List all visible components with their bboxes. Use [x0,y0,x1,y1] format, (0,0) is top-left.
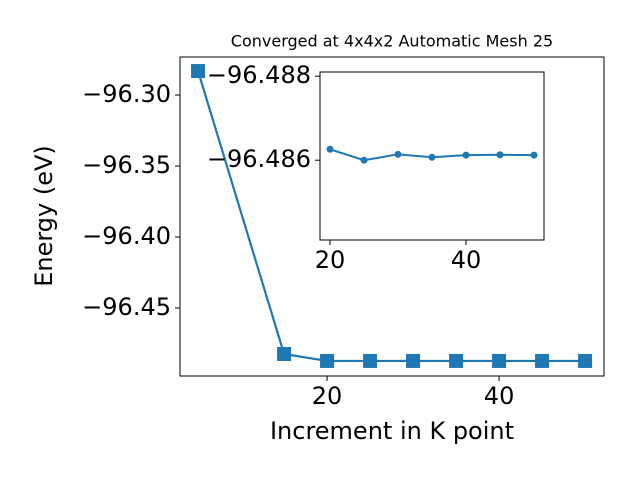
data-point [492,353,507,368]
y-tick-label: −96.45 [82,293,171,321]
y-tick-label: −96.35 [82,151,171,179]
data-point [320,353,335,368]
data-point [191,64,206,79]
data-point [360,156,368,164]
y-tick-label: −96.486 [207,145,311,173]
data-point [530,151,538,159]
data-point [535,353,550,368]
chart-title: Converged at 4x4x2 Automatic Mesh 25 [231,32,553,51]
x-tick-label: 20 [315,246,346,274]
data-point [449,353,464,368]
data-point [326,145,334,153]
data-point [496,151,504,159]
x-axis-label: Increment in K point [270,417,514,445]
data-point [578,353,593,368]
data-point [277,346,292,361]
data-point [363,353,378,368]
x-tick-label: 20 [312,382,343,410]
data-point [406,353,421,368]
y-axis-label: Energy (eV) [30,145,58,287]
x-tick-label: 40 [451,246,482,274]
x-tick-label: 40 [484,382,515,410]
y-tick-label: −96.30 [82,80,171,108]
data-point [428,153,436,161]
data-point [394,150,402,158]
y-tick-label: −96.40 [82,222,171,250]
y-tick-label: −96.488 [207,61,311,89]
data-point [462,151,470,159]
